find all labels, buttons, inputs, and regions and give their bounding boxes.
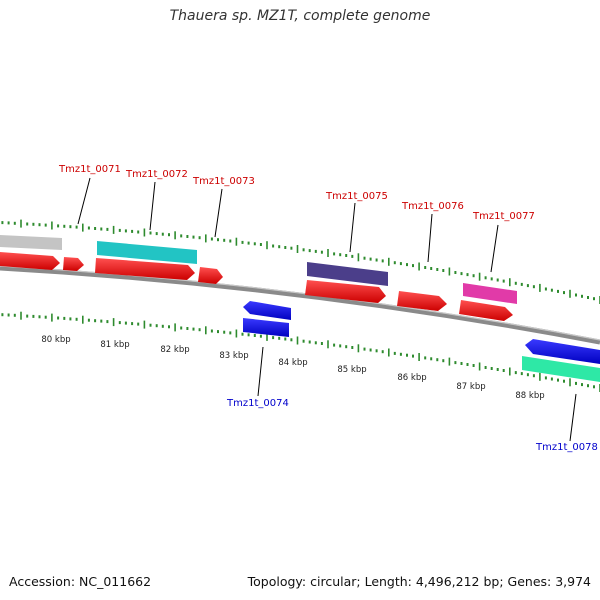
forward-cds-lane bbox=[0, 252, 513, 321]
tick-label: 83 kbp bbox=[219, 351, 248, 361]
inner-tick-ring bbox=[1, 311, 600, 392]
gene-feature-cyan[interactable] bbox=[97, 241, 197, 264]
tick-labels: 80 kbp 81 kbp 82 kbp 83 kbp 84 kbp 85 kbp 86 k… bbox=[41, 335, 544, 401]
outer-tick-ring bbox=[1, 219, 600, 304]
backbone bbox=[0, 265, 600, 345]
cds-arrow[interactable] bbox=[198, 267, 223, 284]
gene-label[interactable]: Tmz1t_0074 bbox=[226, 398, 289, 409]
reverse-cds-arrow[interactable] bbox=[243, 318, 289, 337]
gene-feature-magenta[interactable] bbox=[463, 283, 517, 304]
gene-feature-green[interactable] bbox=[522, 356, 600, 382]
forward-feature-lane bbox=[0, 235, 517, 304]
gene-labels: Tmz1t_0071 Tmz1t_0072 Tmz1t_0073 Tmz1t_0… bbox=[58, 164, 598, 453]
cds-arrow[interactable] bbox=[305, 280, 386, 303]
gene-label[interactable]: Tmz1t_0078 bbox=[535, 442, 598, 453]
tick-label: 82 kbp bbox=[160, 345, 189, 355]
tick-label: 81 kbp bbox=[100, 340, 129, 350]
gene-label[interactable]: Tmz1t_0072 bbox=[125, 169, 188, 180]
gene-label[interactable]: Tmz1t_0073 bbox=[192, 176, 255, 187]
cds-arrow[interactable] bbox=[0, 252, 60, 270]
gene-label[interactable]: Tmz1t_0075 bbox=[325, 191, 388, 202]
tick-label: 84 kbp bbox=[278, 358, 307, 368]
tick-label: 85 kbp bbox=[337, 365, 366, 375]
cds-arrow[interactable] bbox=[95, 258, 195, 280]
gene-label[interactable]: Tmz1t_0077 bbox=[472, 211, 535, 222]
gene-label[interactable]: Tmz1t_0076 bbox=[401, 201, 464, 212]
reverse-cds-arrow[interactable] bbox=[243, 301, 291, 320]
map-title: Thauera sp. MZ1T, complete genome bbox=[169, 8, 431, 24]
cds-arrow[interactable] bbox=[459, 300, 513, 321]
tick-label: 87 kbp bbox=[456, 382, 485, 392]
gene-feature-gray[interactable] bbox=[0, 235, 62, 250]
cds-arrow[interactable] bbox=[397, 291, 447, 311]
tick-label: 88 kbp bbox=[515, 391, 544, 401]
label-leader-lines bbox=[77, 177, 577, 442]
cds-arrow[interactable] bbox=[63, 257, 84, 271]
gene-feature-purple[interactable] bbox=[307, 262, 388, 286]
gene-label[interactable]: Tmz1t_0071 bbox=[58, 164, 121, 175]
reverse-feature-lane bbox=[243, 301, 600, 382]
genome-summary: Topology: circular; Length: 4,496,212 bp… bbox=[247, 574, 591, 589]
tick-label: 80 kbp bbox=[41, 335, 70, 345]
reverse-cds-arrow[interactable] bbox=[525, 339, 600, 364]
tick-label: 86 kbp bbox=[397, 373, 426, 383]
accession-text: Accession: NC_011662 bbox=[9, 574, 152, 589]
